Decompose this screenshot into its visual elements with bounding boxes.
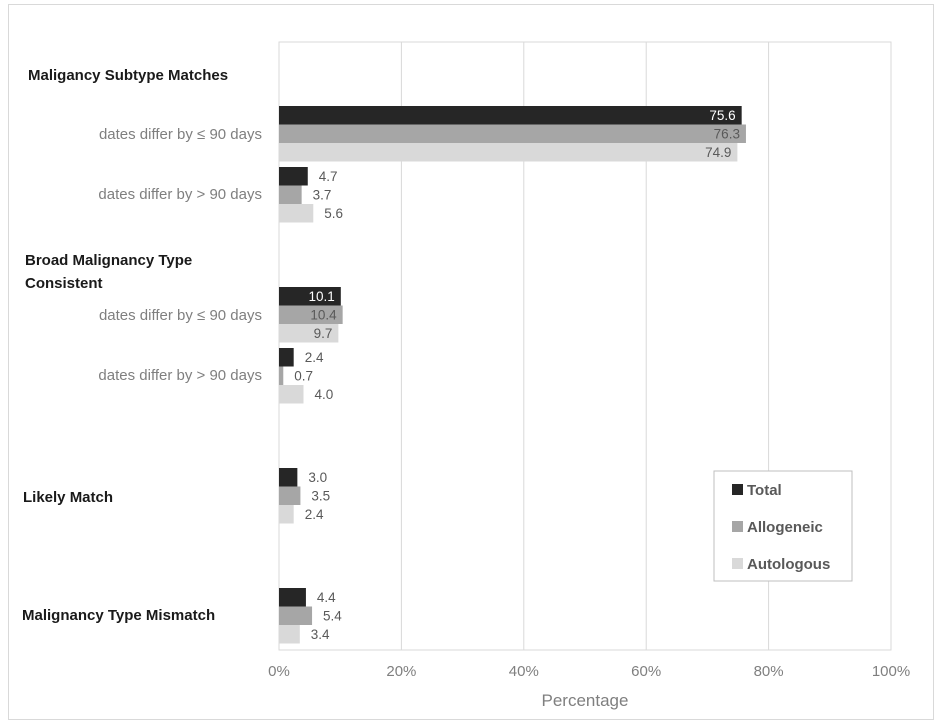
- category-label: Maligancy Subtype Matches: [28, 67, 228, 84]
- data-label: 4.7: [319, 169, 338, 184]
- data-label: 10.1: [309, 289, 335, 304]
- data-label: 3.5: [311, 489, 330, 504]
- data-label: 3.0: [308, 470, 327, 485]
- bar-autologous: [279, 505, 294, 524]
- data-label: 9.7: [314, 326, 333, 341]
- data-label: 74.9: [705, 145, 731, 160]
- bar-allogeneic: [279, 124, 746, 143]
- data-label: 3.7: [313, 188, 332, 203]
- data-label: 5.6: [324, 206, 343, 221]
- data-label: 2.4: [305, 350, 324, 365]
- x-tick-label: 40%: [509, 663, 539, 680]
- bar-total: [279, 348, 294, 367]
- category-label: Likely Match: [23, 489, 113, 506]
- category-label: dates differ by > 90 days: [98, 367, 262, 384]
- bar-allogeneic: [279, 486, 301, 505]
- x-tick-label: 20%: [386, 663, 416, 680]
- data-label: 10.4: [310, 308, 337, 323]
- bar-autologous: [279, 204, 314, 223]
- data-label: 3.4: [311, 627, 330, 642]
- bar-allogeneic: [279, 185, 302, 204]
- bar-allogeneic: [279, 606, 313, 625]
- data-label: 4.0: [314, 387, 333, 402]
- bar-autologous: [279, 625, 300, 644]
- plot-area-border: [278, 41, 892, 651]
- bar-total: [279, 468, 298, 487]
- category-label: dates differ by ≤ 90 days: [99, 307, 262, 324]
- x-tick-label: 80%: [754, 663, 784, 680]
- x-tick-label: 0%: [268, 663, 290, 680]
- chart-frame: [8, 4, 934, 720]
- data-label: 76.3: [714, 127, 740, 142]
- data-label: 0.7: [294, 369, 313, 384]
- legend-swatch-autologous: [732, 558, 743, 569]
- x-tick-label: 100%: [872, 663, 910, 680]
- x-tick-label: 60%: [631, 663, 661, 680]
- category-label: dates differ by > 90 days: [98, 186, 262, 203]
- category-label: Malignancy Type Mismatch: [22, 607, 215, 624]
- legend-swatch-total: [732, 484, 743, 495]
- data-label: 4.4: [317, 590, 336, 605]
- legend-label: Allogeneic: [747, 519, 823, 536]
- bar-total: [279, 588, 306, 607]
- data-label: 75.6: [709, 108, 735, 123]
- category-label: Broad Malignancy Type Consistent: [25, 252, 192, 292]
- bar-total: [279, 106, 742, 125]
- legend-label: Total: [747, 482, 782, 499]
- bar-total: [279, 287, 341, 306]
- legend-swatch-allogeneic: [732, 521, 743, 532]
- bar-total: [279, 167, 308, 186]
- data-label: 5.4: [323, 609, 342, 624]
- data-label: 2.4: [305, 507, 324, 522]
- legend-label: Autologous: [747, 556, 830, 573]
- bar-allogeneic: [279, 305, 343, 324]
- bar-autologous: [279, 324, 339, 343]
- x-axis-title: Percentage: [542, 691, 629, 710]
- bar-autologous: [279, 143, 738, 162]
- bar-allogeneic: [279, 366, 284, 385]
- category-label: dates differ by ≤ 90 days: [99, 126, 262, 143]
- bar-autologous: [279, 385, 304, 404]
